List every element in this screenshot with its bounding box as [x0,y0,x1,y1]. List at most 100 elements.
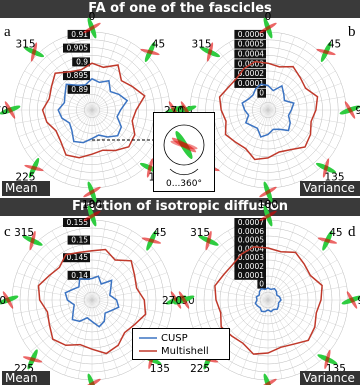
panel-b-rtick-label: 0.0001 [238,79,264,88]
panel-b-letter: b [348,24,356,40]
panel-a-series-multishell [41,62,146,159]
panel-a-rtick-label: 0.9 [76,57,88,66]
panel-a-grid-spoke [91,109,119,184]
panel-b-rtick-label: 0.0004 [238,50,264,59]
panel-c-angle-label: 0 [89,199,96,211]
panel-c-rtick-box [63,218,90,227]
panel-c-grid-spoke [40,238,93,301]
panel-a-angle-label: 270 [0,105,8,117]
panel-d-grid-spoke [240,299,269,376]
panel-d-angle-label: 225 [190,363,210,375]
panel-c-grid-spoke [22,299,93,341]
panel-a-glyph-red [4,101,16,119]
panel-a-grid-spoke [91,50,143,111]
panel-a-angle-label: 315 [15,39,35,51]
panel-c-glyph-red [141,237,162,244]
panel-d-grid-spoke [267,299,347,315]
top-banner-title: FA of one of the fascicles [0,0,360,18]
panel-d-stat-box [300,371,360,385]
orientation-inset-graphic: 0...360° [163,124,205,189]
panel-a-grid-spoke [15,109,93,124]
panel-c-rtick-box [67,270,90,280]
panel-b-angle-label: 135 [324,172,344,184]
panel-c-rtick-label: 0.145 [67,253,89,262]
panel-c-glyph-red [83,378,101,385]
panel-b-grid-spoke [267,59,328,111]
panel-c-angle-label: 270 [0,295,6,307]
panel-c-grid-spoke [91,299,107,379]
panel-d-rtick-box [234,235,266,245]
panel-d-rtick-label: 0.0007 [238,218,264,227]
panel-d-rtick-label: 0.0002 [238,262,264,271]
inset-red-glyph-2 [170,140,198,150]
legend-label-cusp: CUSP [161,333,188,344]
panel-c-grid-spoke [91,299,171,315]
panel-c-grid-spoke [91,285,171,301]
panel-a-glyph-red [146,158,154,178]
panel-a-grid-spoke [91,83,166,111]
panel-a-grid-spoke [91,33,106,111]
panel-a-grid-spoke [91,70,160,111]
panel-b-rtick-box [234,78,266,88]
panel-d-angle-label: 90 [357,295,360,307]
panel-d-grid-spoke [198,259,269,301]
panel-c-series-cusp [64,275,120,328]
panel-a-rtick-label: 0.905 [67,44,89,53]
panel-d-grid-spoke [267,221,283,301]
panel-b-grid-spoke [267,109,328,161]
panel-d-rtick-label: 0.0006 [238,227,264,236]
panel-a-rtick-label: 0.91 [71,30,88,39]
panel-b-grid-spoke [267,70,336,111]
panel-d-grid-spoke [192,272,269,301]
panel-d-series-cusp [254,287,282,313]
panel-c-grid-spoke [22,259,93,301]
panel-b-grid-spoke [191,96,269,111]
panel-c-series-multishell [37,248,147,355]
panel-a-rtick-box [67,84,90,94]
panel-c-rtick-label: 0.14 [71,271,88,280]
panel-d-grid-spoke [267,299,283,379]
panel-d-letter: d [348,224,356,240]
panel-d-glyph-red [259,210,277,222]
panel-d-grid-spoke [253,299,269,379]
panel-a-grid-spoke [91,109,106,187]
panel-c-angle-label: 135 [150,363,170,375]
panel-b-rtick-box [234,49,266,59]
panel-d-grid-spoke [267,285,347,301]
panel-d-angle-label: 0 [265,199,272,211]
panel-b-angle-label: 180 [258,199,278,211]
panel-c-rtick-box [63,253,90,263]
inset-arc-arrow [169,168,199,176]
panel-d-rtick-box [234,253,266,263]
panel-b-series-multishell [218,60,319,161]
panel-a-rtick-box [63,43,90,53]
panel-c-grid-spoke [77,299,93,379]
panel-c-stat-label: Mean [5,371,38,385]
panel-b-grid-spoke [267,109,336,150]
panel-c-rtick-label: 0.155 [67,218,89,227]
panel-b-grid-spoke [267,42,308,111]
panel-c-glyph-red [2,291,14,309]
panel-d-glyph-red [259,378,277,385]
panel-c-glyph-red [22,356,43,363]
panel-c-grid-spoke [30,299,93,352]
panel-b-rtick-box [234,29,266,39]
panel-c-glyph-red [83,210,101,222]
panel-d-angle-label: 315 [190,227,210,239]
panel-b-grid-spoke [267,109,342,137]
panel-a-grid-spoke [65,109,93,184]
panel-b-grid-spoke [267,83,342,111]
panel-a-series-cusp [57,77,129,144]
legend-graphic: CUSP Multishell [139,333,209,357]
panel-c-stat-box [2,371,50,385]
panel-a-grid-spoke [91,109,152,161]
panel-b-rtick-box [234,69,266,79]
panel-b-rtick-label: 0.0002 [238,69,264,78]
panel-d-grid-spoke [267,272,344,301]
panel-a-grid-spoke [15,96,93,111]
panel-d-grid-spoke [267,299,338,341]
panel-a-grid-spoke [52,109,93,178]
panel-c-grid-spoke [91,224,120,301]
panel-d-glyph-red [346,291,358,309]
